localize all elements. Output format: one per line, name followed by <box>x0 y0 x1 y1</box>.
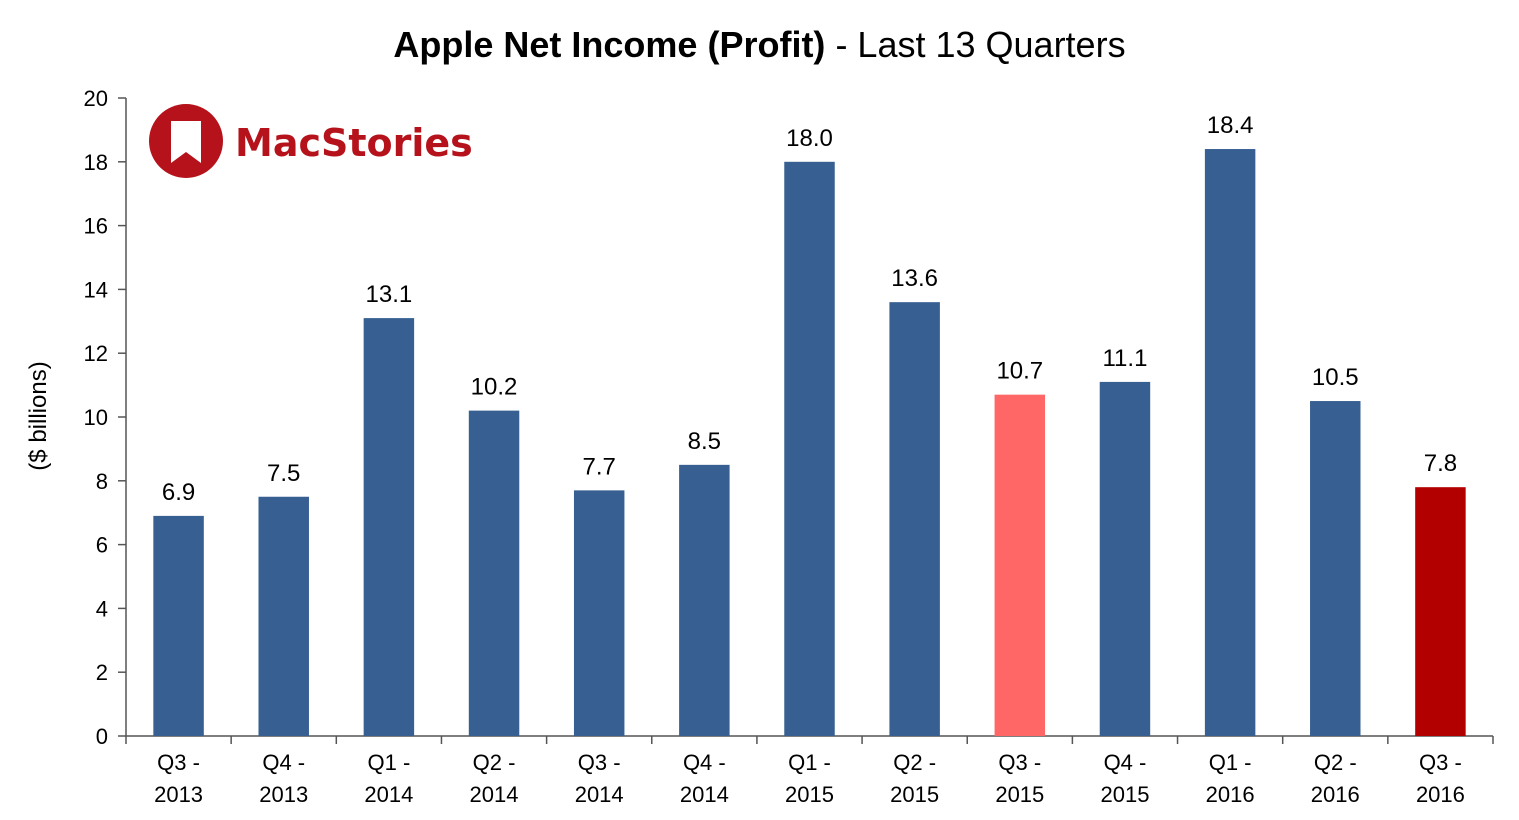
macstories-logo: MacStories <box>149 104 473 178</box>
bar <box>1099 381 1151 736</box>
chart-title-bold: Apple Net Income (Profit) <box>393 24 826 65</box>
bar <box>784 161 835 737</box>
bar <box>1204 149 1256 737</box>
x-tick-label: 2014 <box>575 782 624 807</box>
data-label: 10.7 <box>996 358 1043 385</box>
y-tick-label: 14 <box>84 277 108 302</box>
data-label: 7.8 <box>1424 450 1457 477</box>
x-tick-label: Q3 - <box>578 750 621 775</box>
x-tick-label: Q3 - <box>157 750 200 775</box>
x-tick-label: Q4 - <box>1104 750 1147 775</box>
x-tick-label: 2014 <box>680 782 729 807</box>
data-label: 7.5 <box>267 460 300 487</box>
data-label: 13.6 <box>891 265 938 292</box>
bar <box>363 318 415 736</box>
y-axis-title: ($ billions) <box>25 361 52 470</box>
y-tick-label: 6 <box>96 533 108 558</box>
data-label: 18.0 <box>786 125 833 152</box>
x-tick-label: Q3 - <box>998 750 1041 775</box>
x-tick-label: Q3 - <box>1419 750 1462 775</box>
axes: 0 2 4 6 8 10 12 14 16 18 20 Q3 - 2013 Q4 - 2013 Q1 - 201… <box>84 86 1494 807</box>
bar <box>1310 401 1361 736</box>
x-tick-label: 2015 <box>890 782 939 807</box>
data-label: 10.2 <box>471 374 518 401</box>
bar <box>1415 487 1466 736</box>
x-tick-label: 2015 <box>995 782 1044 807</box>
data-label: 18.4 <box>1207 112 1254 139</box>
x-tick-label: Q1 - <box>788 750 831 775</box>
chart-title: Apple Net Income (Profit) - Last 13 Quar… <box>0 24 1519 66</box>
x-tick-label: 2016 <box>1311 782 1360 807</box>
data-label: 7.7 <box>583 453 616 480</box>
y-tick-label: 10 <box>84 405 108 430</box>
bookmark-icon <box>171 121 201 163</box>
bar <box>994 394 1046 736</box>
x-tick-label: Q4 - <box>262 750 305 775</box>
bar <box>153 515 204 736</box>
bar <box>468 410 520 736</box>
y-tick-label: 4 <box>96 596 108 621</box>
chart-title-rest: - Last 13 Quarters <box>825 24 1126 65</box>
x-tick-label: 2014 <box>364 782 413 807</box>
bar <box>258 496 309 736</box>
bar <box>573 490 625 736</box>
y-tick-label: 16 <box>84 214 108 239</box>
x-tick-label: 2014 <box>470 782 519 807</box>
x-tick-label: 2015 <box>1100 782 1149 807</box>
bars <box>153 149 1466 737</box>
data-label: 10.5 <box>1312 364 1359 391</box>
x-tick-label: 2013 <box>154 782 203 807</box>
data-label: 13.1 <box>366 281 413 308</box>
bar <box>679 464 730 736</box>
x-tick-label: 2016 <box>1206 782 1255 807</box>
x-tick-label: Q1 - <box>1209 750 1252 775</box>
x-tick-label: Q2 - <box>893 750 936 775</box>
bar <box>889 302 940 736</box>
y-tick-label: 20 <box>84 86 108 111</box>
x-tick-label: 2015 <box>785 782 834 807</box>
logo-text: MacStories <box>235 121 473 165</box>
y-tick-label: 0 <box>96 724 108 749</box>
y-tick-label: 18 <box>84 150 108 175</box>
x-tick-label: Q2 - <box>1314 750 1357 775</box>
x-tick-label: Q1 - <box>367 750 410 775</box>
data-label: 8.5 <box>688 428 721 455</box>
data-label: 6.9 <box>162 479 195 506</box>
y-tick-label: 12 <box>84 341 108 366</box>
data-labels: 6.9 7.5 13.1 10.2 7.7 8.5 18.0 13.6 10.7 11.1 18.4… <box>162 112 1457 506</box>
y-tick-label: 2 <box>96 660 108 685</box>
x-tick-label: 2016 <box>1416 782 1465 807</box>
x-tick-label: Q2 - <box>473 750 516 775</box>
data-label: 11.1 <box>1102 345 1147 372</box>
y-tick-label: 8 <box>96 469 108 494</box>
x-tick-label: 2013 <box>259 782 308 807</box>
x-tick-label: Q4 - <box>683 750 726 775</box>
